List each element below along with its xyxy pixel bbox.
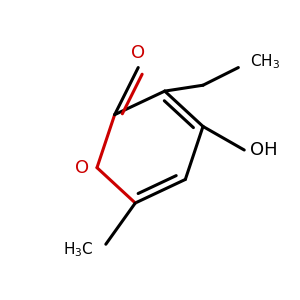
Text: OH: OH <box>250 141 278 159</box>
Text: O: O <box>131 44 145 62</box>
Text: H$_3$C: H$_3$C <box>63 241 94 260</box>
Text: O: O <box>75 159 89 177</box>
Text: CH$_3$: CH$_3$ <box>250 52 280 71</box>
